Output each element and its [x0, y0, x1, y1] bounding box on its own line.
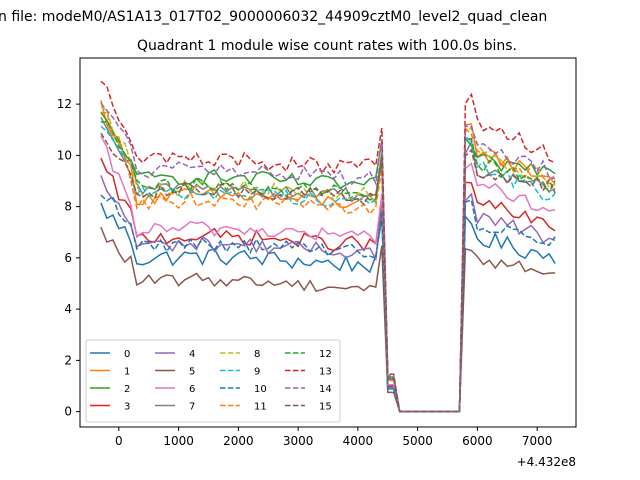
- x-tick-label: 0: [115, 434, 123, 448]
- y-tick-label: 2: [64, 353, 72, 367]
- x-tick-label: 7000: [522, 434, 553, 448]
- legend-label-9: 9: [254, 367, 260, 378]
- x-tick-label: 1000: [163, 434, 194, 448]
- y-tick-label: 0: [64, 405, 72, 419]
- legend-label-13: 13: [319, 367, 332, 378]
- legend-label-6: 6: [189, 384, 195, 395]
- series-line-8: [100, 105, 556, 413]
- y-tick-label: 6: [64, 251, 72, 265]
- series-line-9: [100, 125, 556, 413]
- legend-label-14: 14: [319, 384, 332, 395]
- series-line-15: [100, 132, 556, 413]
- series-line-14: [100, 102, 556, 413]
- legend-label-1: 1: [124, 367, 130, 378]
- series-line-1: [100, 100, 556, 413]
- series-line-4: [100, 175, 556, 413]
- figure-title: n file: modeM0/AS1A13_017T02_9000006032_…: [0, 9, 547, 25]
- y-tick-label: 10: [57, 148, 72, 162]
- series-line-6: [100, 135, 556, 413]
- x-tick-label: 2000: [223, 434, 254, 448]
- chart-title: Quadrant 1 module wise count rates with …: [137, 38, 517, 54]
- x-tick-label: 3000: [283, 434, 314, 448]
- series-line-13: [100, 80, 556, 413]
- y-axis: 0 2 4 6 8 10 12: [57, 97, 80, 419]
- legend-label-10: 10: [254, 384, 267, 395]
- legend-label-15: 15: [319, 402, 332, 413]
- legend-label-0: 0: [124, 349, 130, 360]
- plot-frame: [79, 57, 577, 428]
- legend-label-7: 7: [189, 402, 195, 413]
- x-tick-label: 6000: [462, 434, 493, 448]
- y-tick-label: 4: [64, 302, 72, 316]
- series-layer: [100, 80, 556, 413]
- x-axis: 0 1000 2000 3000 4000 5000 6000 7000: [115, 427, 552, 448]
- legend-label-4: 4: [189, 349, 195, 360]
- x-tick-label: 4000: [343, 434, 374, 448]
- y-tick-label: 12: [57, 97, 72, 111]
- legend-label-12: 12: [319, 349, 332, 360]
- series-line-3: [100, 157, 556, 413]
- legend-box: [85, 339, 341, 423]
- legend-label-2: 2: [124, 384, 130, 395]
- series-line-10: [100, 194, 556, 413]
- series-line-11: [100, 111, 556, 413]
- legend-label-8: 8: [254, 349, 260, 360]
- series-line-5: [100, 226, 556, 413]
- x-offset-label: +4.432e8: [517, 455, 576, 469]
- x-tick-label: 5000: [402, 434, 433, 448]
- legend-label-3: 3: [124, 402, 130, 413]
- series-line-0: [100, 202, 556, 413]
- legend-label-11: 11: [254, 402, 267, 413]
- y-tick-label: 8: [64, 200, 72, 214]
- series-line-2: [100, 112, 556, 413]
- legend-label-5: 5: [189, 367, 195, 378]
- series-line-12: [100, 121, 556, 413]
